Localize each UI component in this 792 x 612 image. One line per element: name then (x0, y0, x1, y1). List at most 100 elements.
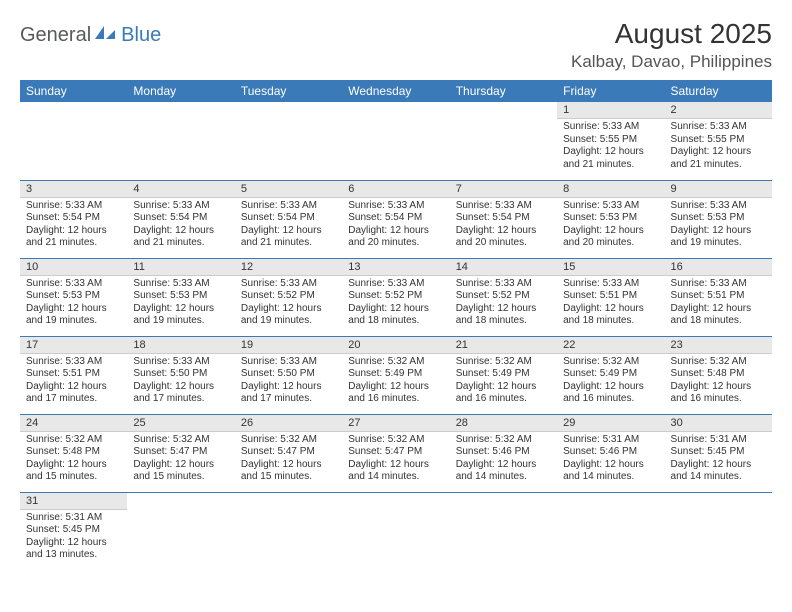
sunset-text: Sunset: 5:49 PM (563, 368, 658, 381)
day-detail: Sunrise: 5:33 AMSunset: 5:54 PMDaylight:… (342, 198, 449, 254)
day-detail: Sunrise: 5:33 AMSunset: 5:54 PMDaylight:… (450, 198, 557, 254)
daylight-text: Daylight: 12 hours and 17 minutes. (133, 381, 228, 406)
sunrise-text: Sunrise: 5:33 AM (671, 278, 766, 291)
calendar-day-cell (342, 102, 449, 180)
day-number (557, 493, 664, 497)
sunset-text: Sunset: 5:45 PM (671, 446, 766, 459)
day-detail: Sunrise: 5:32 AMSunset: 5:49 PMDaylight:… (342, 354, 449, 410)
daylight-text: Daylight: 12 hours and 15 minutes. (133, 459, 228, 484)
day-number: 20 (342, 337, 449, 354)
sunset-text: Sunset: 5:47 PM (348, 446, 443, 459)
day-number: 16 (665, 259, 772, 276)
day-detail: Sunrise: 5:32 AMSunset: 5:47 PMDaylight:… (127, 432, 234, 488)
day-detail: Sunrise: 5:32 AMSunset: 5:49 PMDaylight:… (557, 354, 664, 410)
calendar-day-cell: 9Sunrise: 5:33 AMSunset: 5:53 PMDaylight… (665, 180, 772, 258)
day-number: 11 (127, 259, 234, 276)
day-detail: Sunrise: 5:32 AMSunset: 5:48 PMDaylight:… (665, 354, 772, 410)
calendar-day-cell: 24Sunrise: 5:32 AMSunset: 5:48 PMDayligh… (20, 414, 127, 492)
calendar-day-cell (235, 102, 342, 180)
day-number: 21 (450, 337, 557, 354)
day-number: 15 (557, 259, 664, 276)
sunset-text: Sunset: 5:51 PM (563, 290, 658, 303)
day-detail: Sunrise: 5:33 AMSunset: 5:54 PMDaylight:… (127, 198, 234, 254)
calendar-day-cell: 26 Sunrise: 5:32 AMSunset: 5:47 PMDayligh… (235, 414, 342, 492)
daylight-text: Daylight: 12 hours and 16 minutes. (563, 381, 658, 406)
calendar-day-cell (342, 492, 449, 570)
title-block: August 2025 Kalbay, Davao, Philippines (571, 18, 772, 72)
sunrise-text: Sunrise: 5:33 AM (348, 200, 443, 213)
sunset-text: Sunset: 5:53 PM (26, 290, 121, 303)
calendar-day-cell: 25Sunrise: 5:32 AMSunset: 5:47 PMDayligh… (127, 414, 234, 492)
calendar-day-cell: 15Sunrise: 5:33 AMSunset: 5:51 PMDayligh… (557, 258, 664, 336)
daylight-text: Daylight: 12 hours and 19 minutes. (671, 225, 766, 250)
daylight-text: Daylight: 12 hours and 20 minutes. (563, 225, 658, 250)
day-number: 14 (450, 259, 557, 276)
sunrise-text: Sunrise: 5:33 AM (563, 278, 658, 291)
day-detail: Sunrise: 5:33 AMSunset: 5:54 PMDaylight:… (20, 198, 127, 254)
day-number: 10 (20, 259, 127, 276)
sunset-text: Sunset: 5:50 PM (241, 368, 336, 381)
calendar-day-cell: 31Sunrise: 5:31 AMSunset: 5:45 PMDayligh… (20, 492, 127, 570)
day-number: 19 (235, 337, 342, 354)
daylight-text: Daylight: 12 hours and 19 minutes. (26, 303, 121, 328)
day-detail: Sunrise: 5:33 AMSunset: 5:52 PMDaylight:… (235, 276, 342, 332)
calendar-day-cell: 14Sunrise: 5:33 AMSunset: 5:52 PMDayligh… (450, 258, 557, 336)
sunrise-text: Sunrise: 5:33 AM (456, 200, 551, 213)
weekday-header: Monday (127, 80, 234, 102)
day-detail: Sunrise: 5:33 AMSunset: 5:51 PMDaylight:… (665, 276, 772, 332)
day-number: 12 (235, 259, 342, 276)
sunrise-text: Sunrise: 5:33 AM (671, 121, 766, 134)
day-number: 28 (450, 415, 557, 432)
sunset-text: Sunset: 5:51 PM (671, 290, 766, 303)
sunset-text: Sunset: 5:49 PM (456, 368, 551, 381)
calendar-day-cell: 13Sunrise: 5:33 AMSunset: 5:52 PMDayligh… (342, 258, 449, 336)
day-number (127, 493, 234, 497)
sunset-text: Sunset: 5:47 PM (241, 446, 336, 459)
weekday-header: Friday (557, 80, 664, 102)
day-detail: Sunrise: 5:33 AMSunset: 5:51 PMDaylight:… (557, 276, 664, 332)
daylight-text: Daylight: 12 hours and 16 minutes. (456, 381, 551, 406)
sunset-text: Sunset: 5:52 PM (348, 290, 443, 303)
day-number: 3 (20, 181, 127, 198)
calendar-day-cell: 29Sunrise: 5:31 AMSunset: 5:46 PMDayligh… (557, 414, 664, 492)
sunset-text: Sunset: 5:47 PM (133, 446, 228, 459)
day-number (450, 493, 557, 497)
daylight-text: Daylight: 12 hours and 17 minutes. (26, 381, 121, 406)
sunset-text: Sunset: 5:53 PM (671, 212, 766, 225)
sunset-text: Sunset: 5:53 PM (133, 290, 228, 303)
sunset-text: Sunset: 5:52 PM (456, 290, 551, 303)
daylight-text: Daylight: 12 hours and 18 minutes. (563, 303, 658, 328)
sunset-text: Sunset: 5:49 PM (348, 368, 443, 381)
calendar-day-cell: 4Sunrise: 5:33 AMSunset: 5:54 PMDaylight… (127, 180, 234, 258)
sunrise-text: Sunrise: 5:33 AM (241, 356, 336, 369)
sunset-text: Sunset: 5:46 PM (456, 446, 551, 459)
day-detail: Sunrise: 5:32 AMSunset: 5:49 PMDaylight:… (450, 354, 557, 410)
daylight-text: Daylight: 12 hours and 15 minutes. (241, 459, 336, 484)
day-number: 4 (127, 181, 234, 198)
sunrise-text: Sunrise: 5:33 AM (456, 278, 551, 291)
sunrise-text: Sunrise: 5:33 AM (563, 200, 658, 213)
day-number: 26 (235, 415, 342, 432)
calendar-week-row: 1Sunrise: 5:33 AMSunset: 5:55 PMDaylight… (20, 102, 772, 180)
sunset-text: Sunset: 5:46 PM (563, 446, 658, 459)
day-number (450, 102, 557, 106)
sunrise-text: Sunrise: 5:32 AM (456, 434, 551, 447)
sunset-text: Sunset: 5:51 PM (26, 368, 121, 381)
calendar-day-cell: 28Sunrise: 5:32 AMSunset: 5:46 PMDayligh… (450, 414, 557, 492)
calendar-day-cell: 16Sunrise: 5:33 AMSunset: 5:51 PMDayligh… (665, 258, 772, 336)
weekday-header: Sunday (20, 80, 127, 102)
page-header: General Blue August 2025 Kalbay, Davao, … (20, 18, 772, 72)
day-detail: Sunrise: 5:33 AMSunset: 5:50 PMDaylight:… (235, 354, 342, 410)
daylight-text: Daylight: 12 hours and 21 minutes. (671, 146, 766, 171)
sunrise-text: Sunrise: 5:32 AM (241, 434, 336, 447)
day-detail: Sunrise: 5:33 AMSunset: 5:53 PMDaylight:… (20, 276, 127, 332)
day-detail: Sunrise: 5:33 AMSunset: 5:53 PMDaylight:… (127, 276, 234, 332)
daylight-text: Daylight: 12 hours and 20 minutes. (456, 225, 551, 250)
calendar-day-cell: 18Sunrise: 5:33 AMSunset: 5:50 PMDayligh… (127, 336, 234, 414)
sunrise-text: Sunrise: 5:33 AM (26, 278, 121, 291)
sunrise-text: Sunrise: 5:33 AM (671, 200, 766, 213)
sunset-text: Sunset: 5:45 PM (26, 524, 121, 537)
day-number: 25 (127, 415, 234, 432)
weekday-header: Saturday (665, 80, 772, 102)
calendar-day-cell: 1Sunrise: 5:33 AMSunset: 5:55 PMDaylight… (557, 102, 664, 180)
